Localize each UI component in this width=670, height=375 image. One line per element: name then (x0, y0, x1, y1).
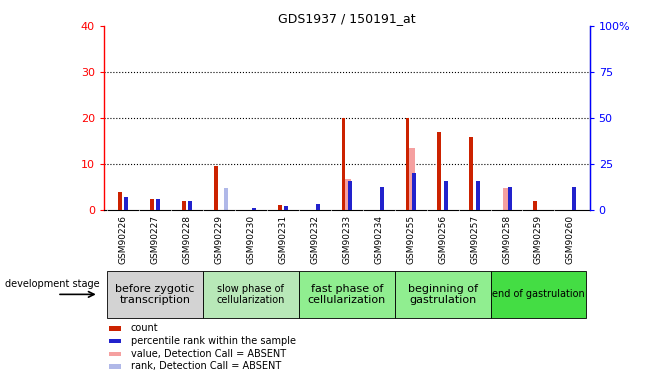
Text: GSM90232: GSM90232 (310, 215, 320, 264)
Text: rank, Detection Call = ABSENT: rank, Detection Call = ABSENT (131, 362, 281, 371)
Text: GSM90229: GSM90229 (214, 215, 223, 264)
Text: GSM90259: GSM90259 (534, 215, 543, 264)
Text: beginning of
gastrulation: beginning of gastrulation (407, 284, 478, 305)
Bar (476, 181, 480, 210)
Text: value, Detection Call = ABSENT: value, Detection Call = ABSENT (131, 349, 285, 359)
Text: GSM90228: GSM90228 (182, 215, 192, 264)
Text: GSM90231: GSM90231 (278, 215, 287, 264)
Bar (109, 326, 121, 330)
Text: GSM90260: GSM90260 (566, 215, 575, 264)
Bar (118, 192, 122, 210)
Bar (203, 271, 299, 318)
Bar (342, 118, 346, 210)
Bar (343, 179, 350, 210)
Text: GSM90255: GSM90255 (406, 215, 415, 264)
Text: fast phase of
cellularization: fast phase of cellularization (308, 284, 386, 305)
Text: GSM90234: GSM90234 (374, 215, 383, 264)
Bar (502, 188, 511, 210)
Bar (109, 339, 121, 343)
Bar (490, 271, 586, 318)
Text: GSM90233: GSM90233 (342, 215, 351, 264)
Bar (107, 271, 203, 318)
Bar (277, 206, 281, 210)
Bar (224, 188, 228, 210)
Text: before zygotic
transcription: before zygotic transcription (115, 284, 195, 305)
Bar (380, 187, 384, 210)
Text: GSM90258: GSM90258 (502, 215, 511, 264)
Bar (438, 132, 442, 210)
Bar (109, 364, 121, 369)
Bar (395, 271, 490, 318)
Bar (444, 181, 448, 210)
Text: count: count (131, 323, 158, 333)
Bar (156, 199, 160, 210)
Bar (508, 187, 512, 210)
Bar (572, 187, 576, 210)
Bar (252, 208, 256, 210)
Bar (348, 181, 352, 210)
Bar (533, 201, 537, 210)
Title: GDS1937 / 150191_at: GDS1937 / 150191_at (278, 12, 415, 25)
Bar (470, 136, 473, 210)
Text: GSM90230: GSM90230 (247, 215, 255, 264)
Text: end of gastrulation: end of gastrulation (492, 290, 585, 299)
Text: slow phase of
cellularization: slow phase of cellularization (216, 284, 285, 305)
Bar (150, 198, 153, 210)
Bar (109, 351, 121, 356)
Text: development stage: development stage (5, 279, 100, 289)
Bar (182, 201, 186, 210)
Bar (316, 204, 320, 210)
Text: GSM90257: GSM90257 (470, 215, 479, 264)
Text: GSM90256: GSM90256 (438, 215, 447, 264)
Bar (125, 197, 128, 210)
Bar (407, 148, 415, 210)
Bar (214, 166, 218, 210)
Bar (405, 118, 409, 210)
Text: GSM90226: GSM90226 (119, 215, 127, 264)
Bar (299, 271, 395, 318)
Text: GSM90227: GSM90227 (151, 215, 159, 264)
Text: percentile rank within the sample: percentile rank within the sample (131, 336, 295, 346)
Bar (284, 206, 288, 210)
Bar (412, 173, 416, 210)
Bar (188, 201, 192, 210)
